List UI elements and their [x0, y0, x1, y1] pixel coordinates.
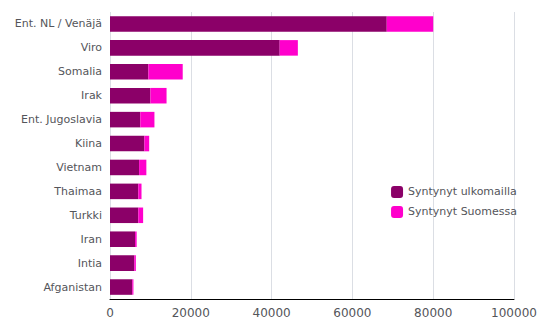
svg-text:Ent. Jugoslavia: Ent. Jugoslavia	[21, 113, 102, 126]
svg-text:Afganistan: Afganistan	[43, 281, 102, 294]
svg-text:Vietnam: Vietnam	[56, 161, 102, 174]
svg-text:Viro: Viro	[81, 41, 103, 54]
svg-text:Syntynyt Suomessa: Syntynyt Suomessa	[408, 205, 517, 218]
svg-text:0: 0	[106, 306, 114, 320]
svg-text:Kiina: Kiina	[75, 137, 102, 150]
svg-text:40000: 40000	[253, 306, 291, 320]
svg-text:100000: 100000	[491, 306, 537, 320]
svg-text:20000: 20000	[172, 306, 210, 320]
svg-text:Thaimaa: Thaimaa	[53, 185, 102, 198]
svg-text:Somalia: Somalia	[58, 65, 102, 78]
svg-text:Turkki: Turkki	[69, 209, 102, 222]
svg-text:Ent. NL / Venäjä: Ent. NL / Venäjä	[15, 17, 102, 30]
svg-text:80000: 80000	[414, 306, 452, 320]
svg-text:Intia: Intia	[78, 257, 102, 270]
svg-text:60000: 60000	[333, 306, 371, 320]
svg-text:Iran: Iran	[81, 233, 103, 246]
svg-text:Irak: Irak	[81, 89, 103, 102]
svg-text:Syntynyt ulkomailla: Syntynyt ulkomailla	[408, 185, 517, 198]
